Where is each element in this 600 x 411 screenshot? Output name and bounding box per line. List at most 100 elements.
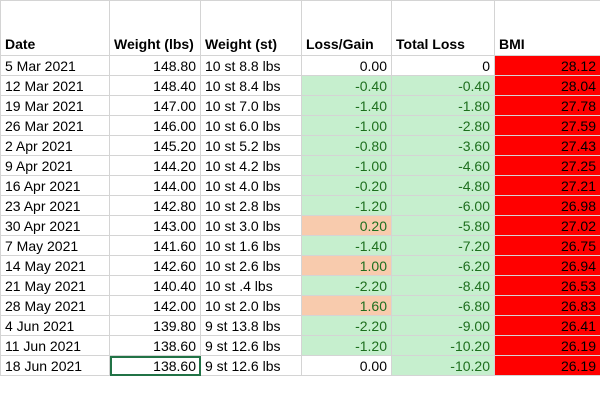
bmi-cell[interactable]: 28.12 <box>494 55 600 76</box>
weight-st-cell[interactable]: 9 st 13.8 lbs <box>200 315 302 336</box>
loss-gain-cell[interactable]: -1.40 <box>301 235 392 256</box>
date-cell[interactable]: 11 Jun 2021 <box>0 335 110 356</box>
header-bmi[interactable]: BMI <box>494 0 600 56</box>
header-loss-gain[interactable]: Loss/Gain <box>301 0 392 56</box>
weight-st-cell[interactable]: 10 st 2.6 lbs <box>200 255 302 276</box>
weight-st-cell[interactable]: 10 st 6.0 lbs <box>200 115 302 136</box>
loss-gain-cell[interactable]: -2.20 <box>301 315 392 336</box>
loss-gain-cell[interactable]: -1.00 <box>301 155 392 176</box>
header-date[interactable]: Date <box>0 0 110 56</box>
loss-gain-cell[interactable]: 0.20 <box>301 215 392 236</box>
weight-lbs-cell[interactable]: 139.80 <box>109 315 201 336</box>
loss-gain-cell[interactable]: -0.40 <box>301 75 392 96</box>
bmi-cell[interactable]: 26.41 <box>494 315 600 336</box>
weight-lbs-cell[interactable]: 142.60 <box>109 255 201 276</box>
total-loss-cell[interactable]: -10.20 <box>391 355 495 376</box>
bmi-cell[interactable]: 26.75 <box>494 235 600 256</box>
weight-st-cell[interactable]: 10 st 4.0 lbs <box>200 175 302 196</box>
total-loss-cell[interactable]: -10.20 <box>391 335 495 356</box>
weight-st-cell[interactable]: 10 st 2.0 lbs <box>200 295 302 316</box>
date-cell[interactable]: 30 Apr 2021 <box>0 215 110 236</box>
loss-gain-cell[interactable]: 1.00 <box>301 255 392 276</box>
date-cell[interactable]: 19 Mar 2021 <box>0 95 110 116</box>
total-loss-cell[interactable]: -7.20 <box>391 235 495 256</box>
weight-lbs-cell[interactable]: 138.60 <box>109 355 201 376</box>
bmi-cell[interactable]: 28.04 <box>494 75 600 96</box>
bmi-cell[interactable]: 26.83 <box>494 295 600 316</box>
weight-st-cell[interactable]: 10 st 3.0 lbs <box>200 215 302 236</box>
date-cell[interactable]: 4 Jun 2021 <box>0 315 110 336</box>
weight-lbs-cell[interactable]: 148.40 <box>109 75 201 96</box>
weight-lbs-cell[interactable]: 138.60 <box>109 335 201 356</box>
weight-st-cell[interactable]: 10 st 8.4 lbs <box>200 75 302 96</box>
date-cell[interactable]: 16 Apr 2021 <box>0 175 110 196</box>
total-loss-cell[interactable]: -4.60 <box>391 155 495 176</box>
bmi-cell[interactable]: 27.02 <box>494 215 600 236</box>
weight-st-cell[interactable]: 9 st 12.6 lbs <box>200 355 302 376</box>
weight-lbs-cell[interactable]: 144.20 <box>109 155 201 176</box>
total-loss-cell[interactable]: -3.60 <box>391 135 495 156</box>
date-cell[interactable]: 12 Mar 2021 <box>0 75 110 96</box>
loss-gain-cell[interactable]: -1.00 <box>301 115 392 136</box>
header-weight-lbs[interactable]: Weight (lbs) <box>109 0 201 56</box>
bmi-cell[interactable]: 27.43 <box>494 135 600 156</box>
bmi-cell[interactable]: 26.19 <box>494 355 600 376</box>
loss-gain-cell[interactable]: 0.00 <box>301 355 392 376</box>
date-cell[interactable]: 18 Jun 2021 <box>0 355 110 376</box>
loss-gain-cell[interactable]: -1.40 <box>301 95 392 116</box>
loss-gain-cell[interactable]: 0.00 <box>301 55 392 76</box>
date-cell[interactable]: 5 Mar 2021 <box>0 55 110 76</box>
weight-st-cell[interactable]: 10 st .4 lbs <box>200 275 302 296</box>
date-cell[interactable]: 23 Apr 2021 <box>0 195 110 216</box>
total-loss-cell[interactable]: -2.80 <box>391 115 495 136</box>
weight-lbs-cell[interactable]: 140.40 <box>109 275 201 296</box>
weight-st-cell[interactable]: 9 st 12.6 lbs <box>200 335 302 356</box>
date-cell[interactable]: 14 May 2021 <box>0 255 110 276</box>
loss-gain-cell[interactable]: -0.20 <box>301 175 392 196</box>
weight-lbs-cell[interactable]: 146.00 <box>109 115 201 136</box>
total-loss-cell[interactable]: -8.40 <box>391 275 495 296</box>
weight-st-cell[interactable]: 10 st 7.0 lbs <box>200 95 302 116</box>
weight-st-cell[interactable]: 10 st 2.8 lbs <box>200 195 302 216</box>
date-cell[interactable]: 26 Mar 2021 <box>0 115 110 136</box>
weight-st-cell[interactable]: 10 st 1.6 lbs <box>200 235 302 256</box>
date-cell[interactable]: 2 Apr 2021 <box>0 135 110 156</box>
date-cell[interactable]: 9 Apr 2021 <box>0 155 110 176</box>
weight-lbs-cell[interactable]: 141.60 <box>109 235 201 256</box>
bmi-cell[interactable]: 26.19 <box>494 335 600 356</box>
bmi-cell[interactable]: 26.94 <box>494 255 600 276</box>
weight-st-cell[interactable]: 10 st 4.2 lbs <box>200 155 302 176</box>
weight-lbs-cell[interactable]: 143.00 <box>109 215 201 236</box>
loss-gain-cell[interactable]: -1.20 <box>301 195 392 216</box>
total-loss-cell[interactable]: -6.80 <box>391 295 495 316</box>
header-total-loss[interactable]: Total Loss <box>391 0 495 56</box>
total-loss-cell[interactable]: -9.00 <box>391 315 495 336</box>
total-loss-cell[interactable]: -6.20 <box>391 255 495 276</box>
total-loss-cell[interactable]: -1.80 <box>391 95 495 116</box>
weight-lbs-cell[interactable]: 147.00 <box>109 95 201 116</box>
bmi-cell[interactable]: 27.21 <box>494 175 600 196</box>
loss-gain-cell[interactable]: -1.20 <box>301 335 392 356</box>
loss-gain-cell[interactable]: -0.80 <box>301 135 392 156</box>
weight-lbs-cell[interactable]: 142.80 <box>109 195 201 216</box>
header-weight-st[interactable]: Weight (st) <box>200 0 302 56</box>
weight-lbs-cell[interactable]: 142.00 <box>109 295 201 316</box>
bmi-cell[interactable]: 27.59 <box>494 115 600 136</box>
weight-st-cell[interactable]: 10 st 8.8 lbs <box>200 55 302 76</box>
date-cell[interactable]: 28 May 2021 <box>0 295 110 316</box>
loss-gain-cell[interactable]: -2.20 <box>301 275 392 296</box>
loss-gain-cell[interactable]: 1.60 <box>301 295 392 316</box>
bmi-cell[interactable]: 26.98 <box>494 195 600 216</box>
date-cell[interactable]: 7 May 2021 <box>0 235 110 256</box>
weight-lbs-cell[interactable]: 144.00 <box>109 175 201 196</box>
bmi-cell[interactable]: 27.25 <box>494 155 600 176</box>
bmi-cell[interactable]: 27.78 <box>494 95 600 116</box>
bmi-cell[interactable]: 26.53 <box>494 275 600 296</box>
weight-lbs-cell[interactable]: 148.80 <box>109 55 201 76</box>
total-loss-cell[interactable]: -0.40 <box>391 75 495 96</box>
total-loss-cell[interactable]: -5.80 <box>391 215 495 236</box>
total-loss-cell[interactable]: -6.00 <box>391 195 495 216</box>
date-cell[interactable]: 21 May 2021 <box>0 275 110 296</box>
total-loss-cell[interactable]: -4.80 <box>391 175 495 196</box>
weight-st-cell[interactable]: 10 st 5.2 lbs <box>200 135 302 156</box>
